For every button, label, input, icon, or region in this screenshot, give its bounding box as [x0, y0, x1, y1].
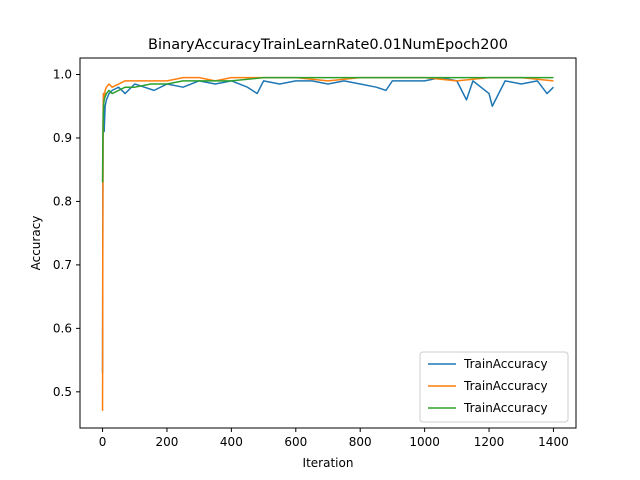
- legend-box: [419, 351, 569, 423]
- y-tick-label: 0.6: [53, 321, 72, 335]
- y-tick-label: 0.9: [53, 131, 72, 145]
- x-tick-label: 1000: [409, 435, 440, 449]
- x-tick-label: 1400: [538, 435, 569, 449]
- y-tick-label: 1.0: [53, 68, 72, 82]
- legend-label-3: TrainAccuracy: [463, 401, 548, 415]
- y-tick-label: 0.7: [53, 258, 72, 272]
- x-tick-label: 0: [99, 435, 107, 449]
- x-tick-label: 800: [349, 435, 372, 449]
- x-tick-label: 1200: [474, 435, 505, 449]
- plot-area: [101, 76, 554, 411]
- legend-label-1: TrainAccuracy: [463, 357, 548, 371]
- x-tick-label: 600: [284, 435, 307, 449]
- y-axis: 0.5 0.6 0.7 0.8 0.9 1.0: [53, 68, 80, 399]
- series-line-1: [101, 76, 554, 373]
- axes-frame: [79, 57, 577, 429]
- y-axis-label: Accuracy: [29, 216, 43, 271]
- legend: TrainAccuracy TrainAccuracy TrainAccuracy: [419, 351, 569, 423]
- x-axis-label: Iteration: [303, 456, 354, 470]
- x-tick-label: 400: [220, 435, 243, 449]
- legend-label-2: TrainAccuracy: [463, 379, 548, 393]
- y-tick-label: 0.8: [53, 194, 72, 208]
- chart-title: BinaryAccuracyTrainLearnRate0.01NumEpoch…: [148, 37, 508, 53]
- x-axis: 0 200 400 600 800 1000 1200 1400: [99, 428, 569, 449]
- x-tick-label: 200: [156, 435, 179, 449]
- series-line-3: [101, 76, 554, 183]
- y-tick-label: 0.5: [53, 385, 72, 399]
